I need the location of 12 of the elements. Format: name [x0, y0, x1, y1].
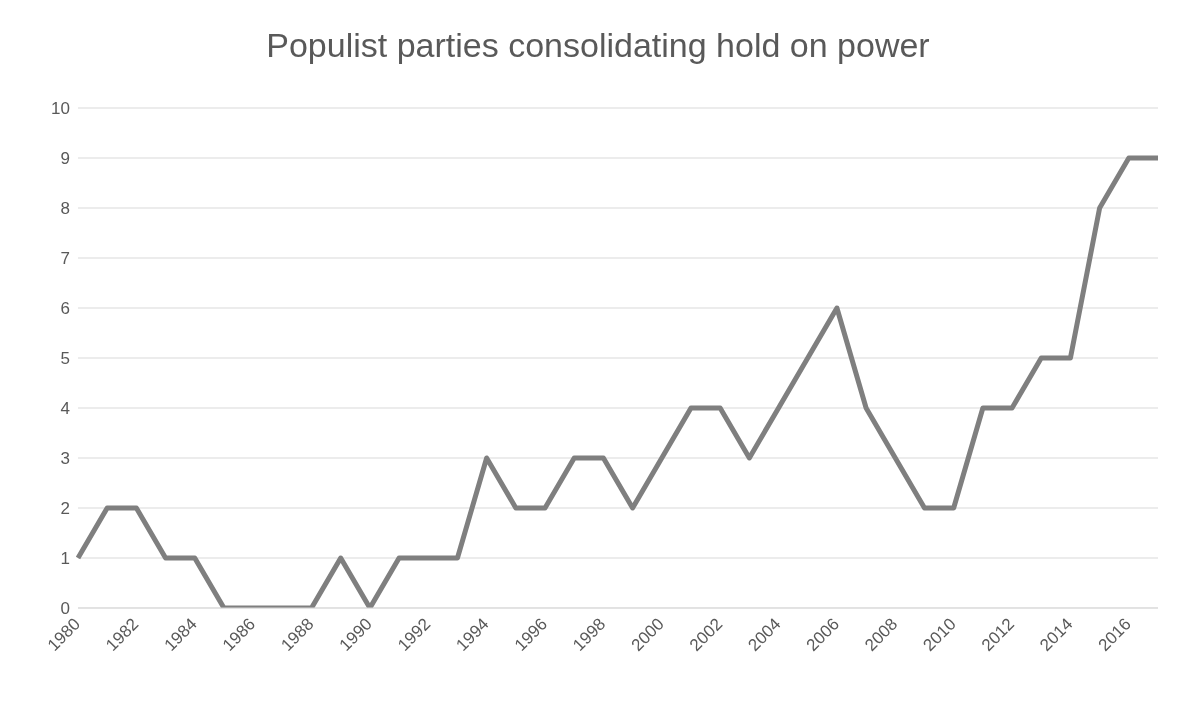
y-tick-label: 8 — [60, 199, 70, 219]
y-tick-label: 5 — [60, 349, 70, 369]
y-tick-label: 1 — [60, 549, 70, 569]
y-tick-label: 10 — [51, 99, 70, 119]
y-tick-label: 2 — [60, 499, 70, 519]
y-tick-label: 0 — [60, 599, 70, 619]
y-tick-label: 6 — [60, 299, 70, 319]
y-tick-label: 3 — [60, 449, 70, 469]
y-tick-label: 4 — [60, 399, 70, 419]
chart-title: Populist parties consolidating hold on power — [265, 25, 931, 66]
y-tick-label: 7 — [60, 249, 70, 269]
y-tick-label: 9 — [60, 149, 70, 169]
